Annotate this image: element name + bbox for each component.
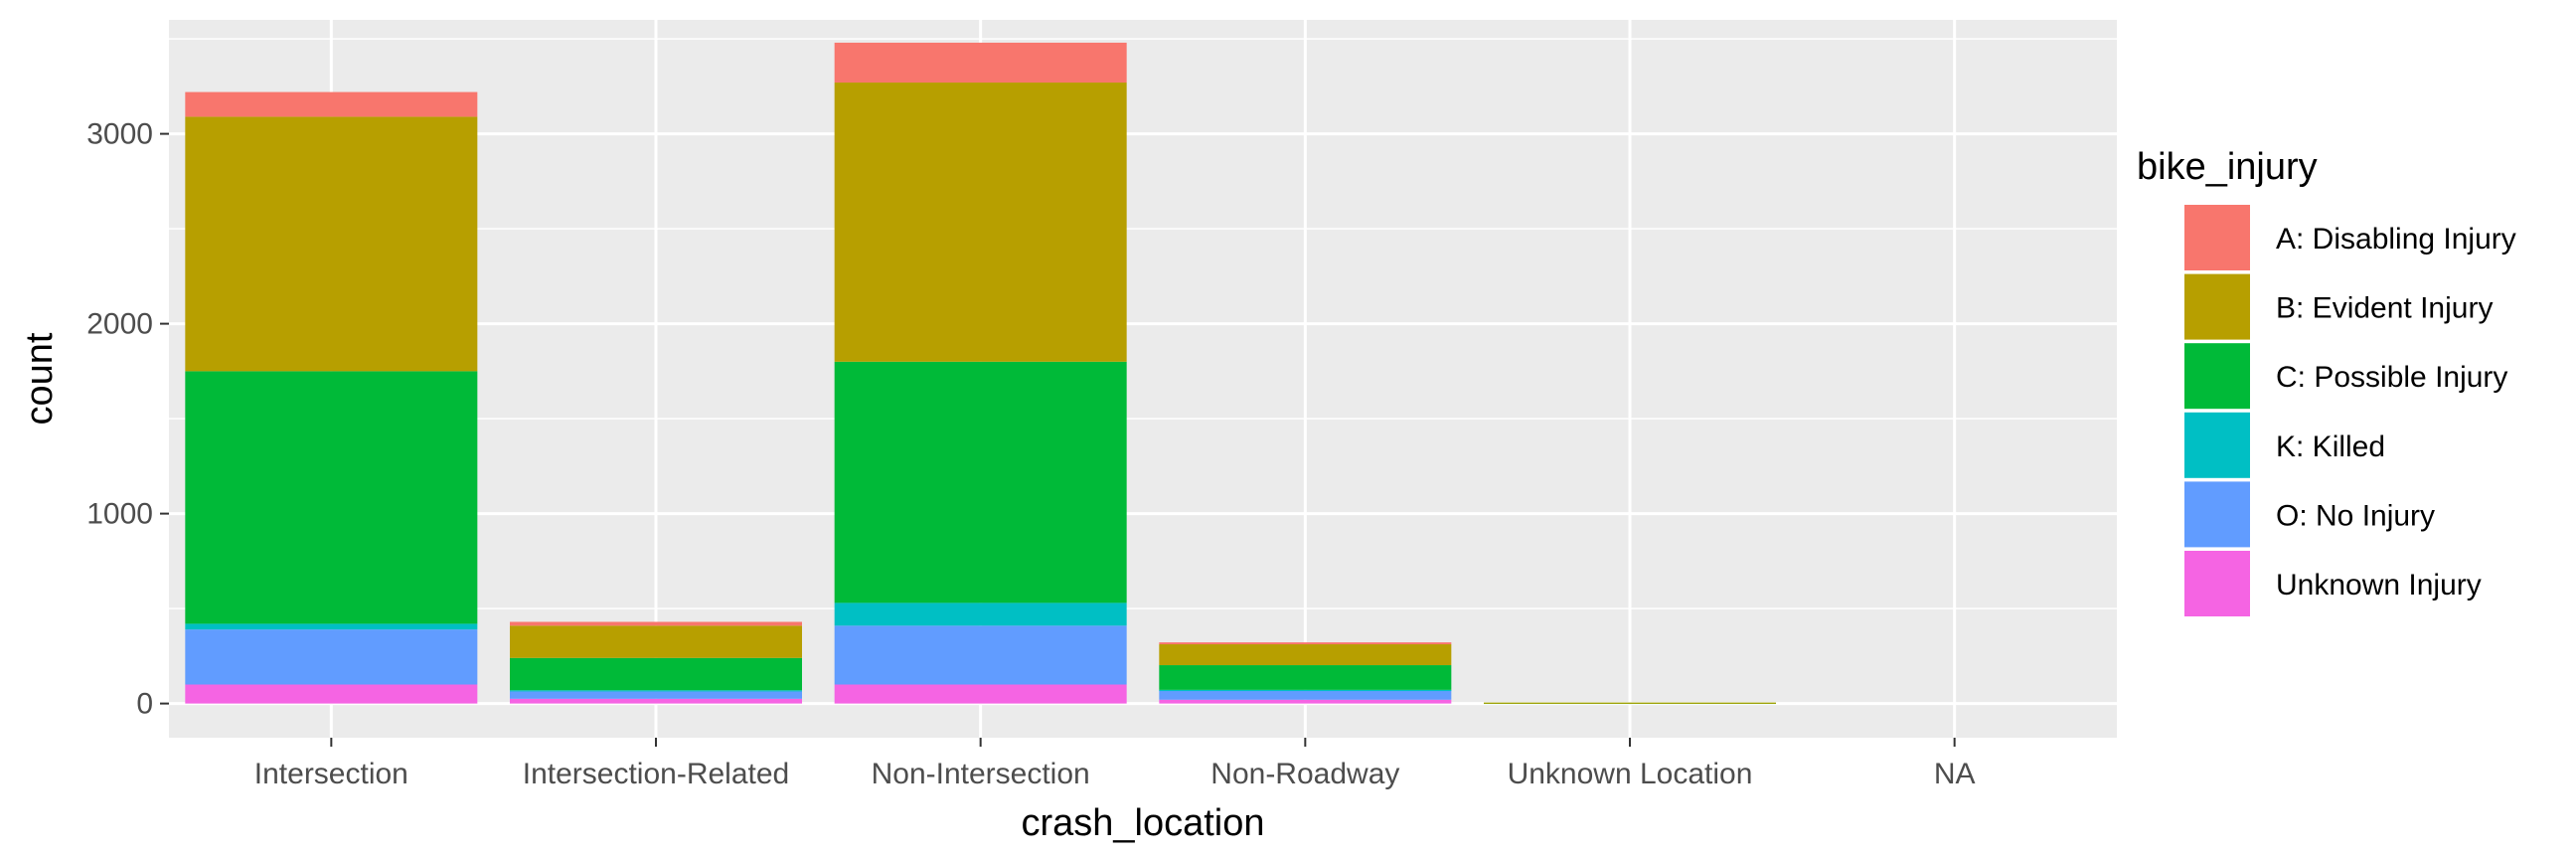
bar-segment (834, 602, 1127, 626)
x-tick-label: Unknown Location (1508, 758, 1753, 790)
bar-segment (1159, 644, 1452, 666)
bar-segment (510, 691, 802, 699)
legend-title: bike_injury (2137, 146, 2318, 188)
bar-segment (1159, 690, 1452, 700)
legend-label: O: No Injury (2276, 499, 2435, 532)
bars (185, 42, 1776, 705)
y-axis: 0 1000 2000 3000 (86, 118, 169, 721)
bar-segment (185, 116, 478, 372)
bar-segment (1159, 689, 1452, 692)
bar-segment (185, 91, 478, 117)
bar-segment (1159, 665, 1452, 690)
plot-panel (169, 20, 2117, 738)
legend-swatch (2184, 205, 2250, 270)
bar-segment (1484, 702, 1776, 704)
x-axis-title: crash_location (1021, 802, 1264, 844)
x-tick-label: NA (1934, 758, 1976, 790)
legend-swatch (2184, 412, 2250, 478)
legend-label: K: Killed (2276, 430, 2385, 463)
bar-segment (185, 623, 478, 630)
bar-segment (510, 690, 802, 692)
bar-segment (185, 371, 478, 624)
bar-segment (1159, 699, 1452, 704)
x-tick-label: Intersection-Related (523, 758, 789, 790)
x-tick-label: Intersection (254, 758, 408, 790)
legend-swatch (2184, 273, 2250, 340)
legend-swatch (2184, 551, 2250, 616)
bar-segment (834, 83, 1127, 362)
legend-swatch (2184, 481, 2250, 548)
bar-segment (1159, 642, 1452, 645)
bar-segment (185, 684, 478, 704)
x-tick-label: Non-Intersection (872, 758, 1090, 790)
legend: bike_injury A: Disabling Injury B: Eviden… (2137, 146, 2516, 616)
y-tick-label: 2000 (86, 308, 153, 341)
bar-segment (510, 698, 802, 704)
bar-segment (834, 361, 1127, 603)
x-axis: Intersection Intersection-Related Non-Inte… (254, 738, 1976, 790)
x-tick-label: Non-Roadway (1210, 758, 1399, 790)
minor-gridlines (169, 38, 2117, 609)
bar-segment (834, 684, 1127, 704)
y-tick-label: 1000 (86, 498, 153, 531)
y-axis-title: count (19, 332, 61, 425)
y-tick-label: 3000 (86, 118, 153, 151)
y-tick-label: 0 (136, 688, 153, 721)
legend-swatch (2184, 343, 2250, 410)
legend-label: B: Evident Injury (2276, 292, 2493, 325)
bar-segment (834, 42, 1127, 84)
bar-segment (510, 621, 802, 626)
legend-label: C: Possible Injury (2276, 361, 2507, 394)
bar-segment (185, 629, 478, 685)
bar-segment (834, 625, 1127, 685)
legend-label: A: Disabling Injury (2276, 223, 2516, 256)
bar-segment (510, 625, 802, 658)
bar-segment (510, 657, 802, 691)
legend-label: Unknown Injury (2276, 569, 2482, 601)
